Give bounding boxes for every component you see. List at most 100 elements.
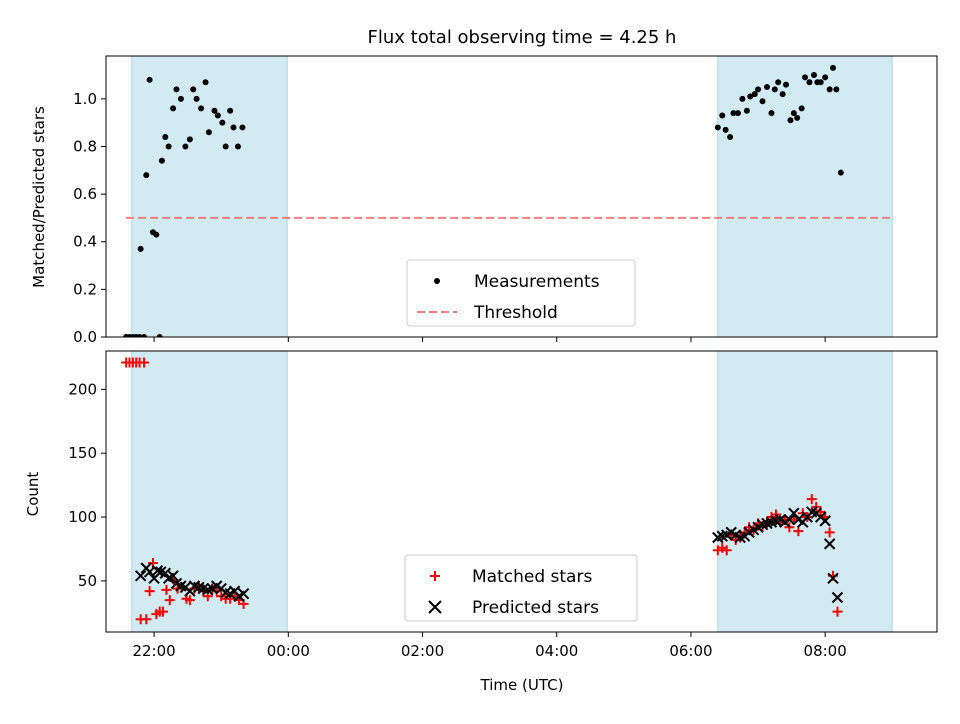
predicted-star-point — [827, 572, 839, 585]
top-legend: Measurements Threshold — [406, 259, 636, 327]
bottom-y-axis-label: Count — [24, 472, 42, 517]
matched-star-point — [164, 595, 175, 606]
measurement-point — [779, 91, 786, 98]
top-y-tick-label: 0.6 — [73, 185, 97, 203]
measurement-point — [211, 107, 218, 114]
bottom-y-tick-label: 200 — [68, 380, 97, 398]
measurement-point — [214, 112, 221, 119]
measurement-point — [771, 86, 778, 93]
measurement-point — [802, 74, 809, 81]
measurement-point — [722, 126, 729, 133]
measurement-point — [162, 133, 169, 140]
matched-star-point — [161, 584, 172, 595]
measurement-point — [136, 334, 143, 337]
measurement-point — [182, 143, 189, 150]
measurement-point — [158, 157, 165, 164]
predicted-star-point — [788, 507, 800, 519]
measurement-point — [768, 110, 775, 117]
top-legend-label: Threshold — [473, 303, 558, 323]
bottom-x-tick-label: 08:00 — [804, 642, 847, 660]
measurement-point — [751, 91, 758, 98]
predicted-star-point — [819, 515, 831, 527]
predicted-star-point — [783, 513, 796, 526]
bottom-x-tick-label: 00:00 — [267, 642, 310, 660]
measurement-point — [719, 112, 726, 119]
measurement-point — [806, 79, 813, 86]
predicted-star-point — [159, 567, 171, 579]
matched-star-point — [721, 545, 732, 556]
measurement-point — [234, 143, 241, 150]
measurement-point — [794, 114, 801, 121]
measurement-point — [727, 133, 734, 140]
measurement-point — [230, 124, 237, 131]
measurement-point — [783, 81, 790, 88]
measurement-point — [833, 86, 840, 93]
top-y-tick-label: 0.0 — [73, 328, 97, 346]
top-observing-band — [717, 55, 893, 338]
measurement-point — [826, 86, 833, 93]
bottom-legend-label: Predicted stars — [472, 598, 599, 618]
matched-star-point — [806, 494, 817, 505]
bottom-y-tick-label: 100 — [68, 508, 97, 526]
measurement-point — [730, 110, 737, 117]
matched-star-point — [832, 606, 843, 617]
bottom-observing-band — [131, 350, 288, 633]
measurement-point — [198, 105, 205, 112]
measurement-point — [755, 86, 762, 93]
matched-star-point — [793, 526, 804, 537]
predicted-star-point — [237, 587, 250, 600]
bottom-legend: Matched stars Predicted stars — [404, 554, 638, 622]
measurement-point — [143, 172, 150, 179]
bottom-panel: 50 100 150 200 22:00 00:00 02:00 04:00 06:00 08:0… — [68, 350, 938, 660]
measurement-point — [734, 110, 741, 117]
measurement-point — [219, 119, 226, 126]
bottom-observing-band — [717, 350, 893, 633]
top-legend-label: Measurements — [474, 272, 600, 292]
top-y-tick-label: 0.2 — [73, 280, 97, 298]
measurement-point — [743, 107, 750, 114]
legend-matched-marker — [430, 571, 440, 581]
top-y-tick-label: 0.8 — [73, 137, 97, 155]
measurement-point — [739, 95, 746, 102]
measurement-point — [170, 105, 177, 112]
top-y-tick-label: 0.4 — [73, 233, 97, 251]
bottom-x-tick-label: 06:00 — [669, 642, 712, 660]
measurement-point — [790, 110, 797, 117]
top-y-axis-label: Matched/Predicted stars — [30, 106, 48, 288]
top-y-tick-label: 1.0 — [73, 90, 97, 108]
top-axes-frame — [105, 55, 938, 338]
bottom-y-tick-label: 150 — [68, 444, 97, 462]
measurement-point — [822, 74, 829, 81]
measurement-point — [759, 98, 766, 105]
measurement-point — [173, 86, 180, 93]
measurement-point — [798, 105, 805, 112]
measurement-point — [146, 76, 153, 83]
bottom-x-tick-label: 04:00 — [535, 642, 578, 660]
matched-star-point — [141, 614, 152, 625]
measurement-point — [137, 245, 144, 252]
matched-star-point — [158, 606, 169, 617]
matched-star-point — [824, 527, 835, 538]
legend-measurement-marker — [434, 278, 440, 284]
measurement-point — [141, 334, 148, 337]
measurement-point — [227, 107, 234, 114]
measurement-point — [165, 143, 172, 150]
bottom-axes-frame — [105, 350, 938, 633]
matched-star-point — [144, 586, 155, 597]
measurement-point — [239, 124, 246, 131]
measurement-point — [817, 79, 824, 86]
measurement-point — [190, 86, 197, 93]
measurement-point — [775, 79, 782, 86]
measurement-point — [714, 124, 721, 131]
measurement-point — [829, 64, 836, 71]
matched-star-point — [139, 357, 150, 368]
top-legend-box — [406, 259, 636, 327]
top-plot-area — [123, 64, 893, 337]
measurement-point — [156, 334, 163, 337]
legend-predicted-marker — [428, 600, 442, 614]
measurement-point — [193, 95, 200, 102]
measurement-point — [153, 231, 160, 238]
bottom-y-tick-label: 50 — [78, 572, 97, 590]
measurement-point — [186, 136, 193, 143]
